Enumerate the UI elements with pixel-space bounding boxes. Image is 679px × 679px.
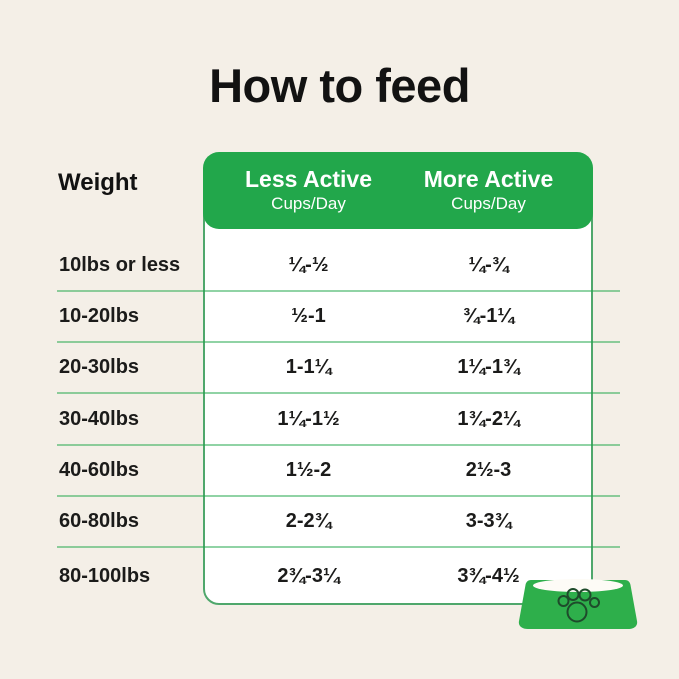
weight-cell: 30-40lbs — [59, 407, 140, 430]
less-active-cell: 2-2¾ — [285, 510, 332, 532]
table-row: 10lbs or less ¼-½ ¼-¾ — [57, 241, 620, 292]
weight-cell: 10-20lbs — [59, 305, 140, 327]
weight-cell: 10lbs or less — [59, 254, 181, 276]
weight-cell: 60-80lbs — [59, 510, 140, 532]
more-active-cell: ¼-¾ — [468, 254, 509, 276]
more-active-cell: 1¼-1¾ — [457, 356, 520, 378]
bowl-opening — [533, 579, 623, 592]
more-active-cell: ¾-1¼ — [462, 305, 515, 327]
weight-column-header: Weight — [58, 169, 138, 196]
less-active-cell: ½-1 — [291, 305, 326, 327]
table-body-panel — [203, 190, 593, 605]
table-row: 30-40lbs 1¼-1½ 1¾-2¼ — [57, 394, 620, 446]
less-active-cell: 1-1¼ — [285, 356, 332, 378]
less-active-cell: ¼-½ — [288, 254, 329, 276]
less-active-cell: 1¼-1½ — [277, 407, 340, 430]
column-subtitle: Cups/Day — [271, 194, 346, 214]
weight-cell: 80-100lbs — [59, 564, 151, 587]
table-row: 40-60lbs 1½-2 2½-3 — [57, 446, 620, 497]
more-active-cell: 3-3¾ — [465, 510, 512, 532]
weight-cell: 20-30lbs — [59, 356, 140, 378]
column-subtitle: Cups/Day — [451, 194, 526, 214]
more-active-cell: 1¾-2¼ — [457, 407, 520, 430]
more-active-cell: 2½-3 — [465, 459, 512, 481]
column-header-more-active: More Active Cups/Day — [391, 165, 586, 214]
table-row: 80-100lbs 2¾-3¼ 3¾-4½ — [57, 548, 620, 604]
page-title: How to feed — [209, 59, 470, 112]
table-header-bar: Less Active Cups/Day More Active Cups/Da… — [203, 152, 593, 229]
more-active-cell: 3¾-4½ — [457, 564, 520, 587]
column-header-less-active: Less Active Cups/Day — [211, 165, 406, 214]
paw-print-icon — [557, 588, 600, 623]
less-active-cell: 1½-2 — [285, 459, 332, 481]
column-title: More Active — [423, 165, 554, 192]
column-title: Less Active — [245, 165, 372, 192]
dog-bowl-icon — [518, 579, 638, 629]
weight-cell: 40-60lbs — [59, 459, 140, 481]
bowl-body — [518, 580, 638, 629]
table-row: 20-30lbs 1-1¼ 1¼-1¾ — [57, 343, 620, 394]
table-row: 10-20lbs ½-1 ¾-1¼ — [57, 292, 620, 343]
table-row: 60-80lbs 2-2¾ 3-3¾ — [57, 497, 620, 548]
less-active-cell: 2¾-3¼ — [277, 564, 340, 587]
